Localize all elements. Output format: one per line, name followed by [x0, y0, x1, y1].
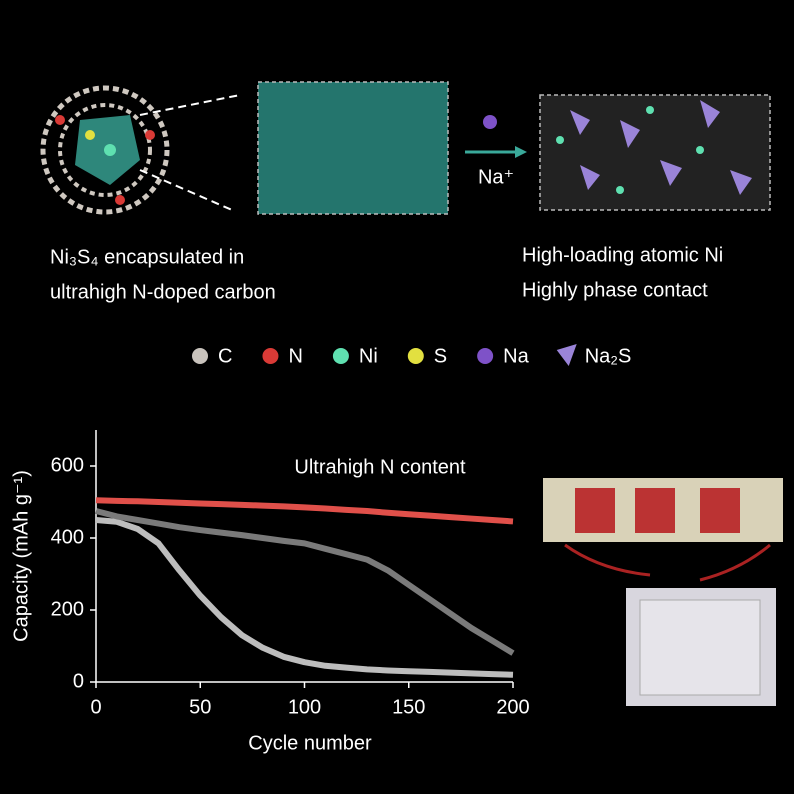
- carbon-cage: [40, 85, 170, 215]
- legend-label: Ni: [359, 345, 378, 367]
- sodiated-structure: [539, 94, 771, 211]
- zoom-line: [139, 94, 241, 116]
- legend-swatch: [407, 348, 424, 364]
- na-ion: [483, 115, 497, 129]
- legend-label: C: [218, 345, 232, 367]
- legend: C N Ni S Na Na₂S: [192, 344, 631, 367]
- left-caption: Ni₃S₄ encapsulated in: [50, 246, 244, 268]
- x-tick-label: 200: [496, 696, 529, 718]
- legend-swatch: [332, 348, 349, 364]
- x-tick-label: 0: [90, 696, 101, 718]
- y-tick-label: 400: [51, 526, 84, 548]
- arrow-label: Na⁺: [478, 166, 514, 188]
- series-line: [95, 517, 514, 678]
- series-line: [95, 508, 515, 656]
- y-tick-label: 600: [51, 454, 84, 476]
- legend-label: Na₂S: [585, 345, 632, 367]
- x-tick-label: 100: [288, 696, 321, 718]
- legend-swatch: [262, 348, 279, 364]
- x-tick-label: 150: [392, 696, 425, 718]
- y-tick-label: 200: [51, 598, 84, 620]
- legend-swatch: [477, 348, 494, 364]
- y-axis-label: Capacity (mAh g⁻¹): [10, 470, 32, 642]
- ni3s4-lattice: [257, 81, 449, 215]
- y-tick-label: 0: [73, 670, 84, 692]
- right-caption: Highly phase contact: [522, 279, 708, 301]
- annotation: Ultrahigh N content: [294, 456, 466, 478]
- right-caption: High-loading atomic Ni: [522, 244, 723, 266]
- legend-swatch: [192, 348, 208, 364]
- legend-label: Na: [503, 345, 529, 367]
- x-axis-label: Cycle number: [248, 732, 372, 754]
- series-line: [95, 497, 514, 525]
- arrow-head: [515, 146, 527, 158]
- x-tick-label: 50: [189, 696, 211, 718]
- left-caption: ultrahigh N-doped carbon: [50, 281, 276, 303]
- plot: Ultrahigh N content Cycle number Capacit…: [10, 430, 530, 754]
- legend-label: N: [288, 345, 302, 367]
- legend-swatch: [556, 344, 577, 366]
- zoom-line: [139, 169, 233, 211]
- led-device: [543, 478, 783, 706]
- legend-label: S: [434, 345, 447, 367]
